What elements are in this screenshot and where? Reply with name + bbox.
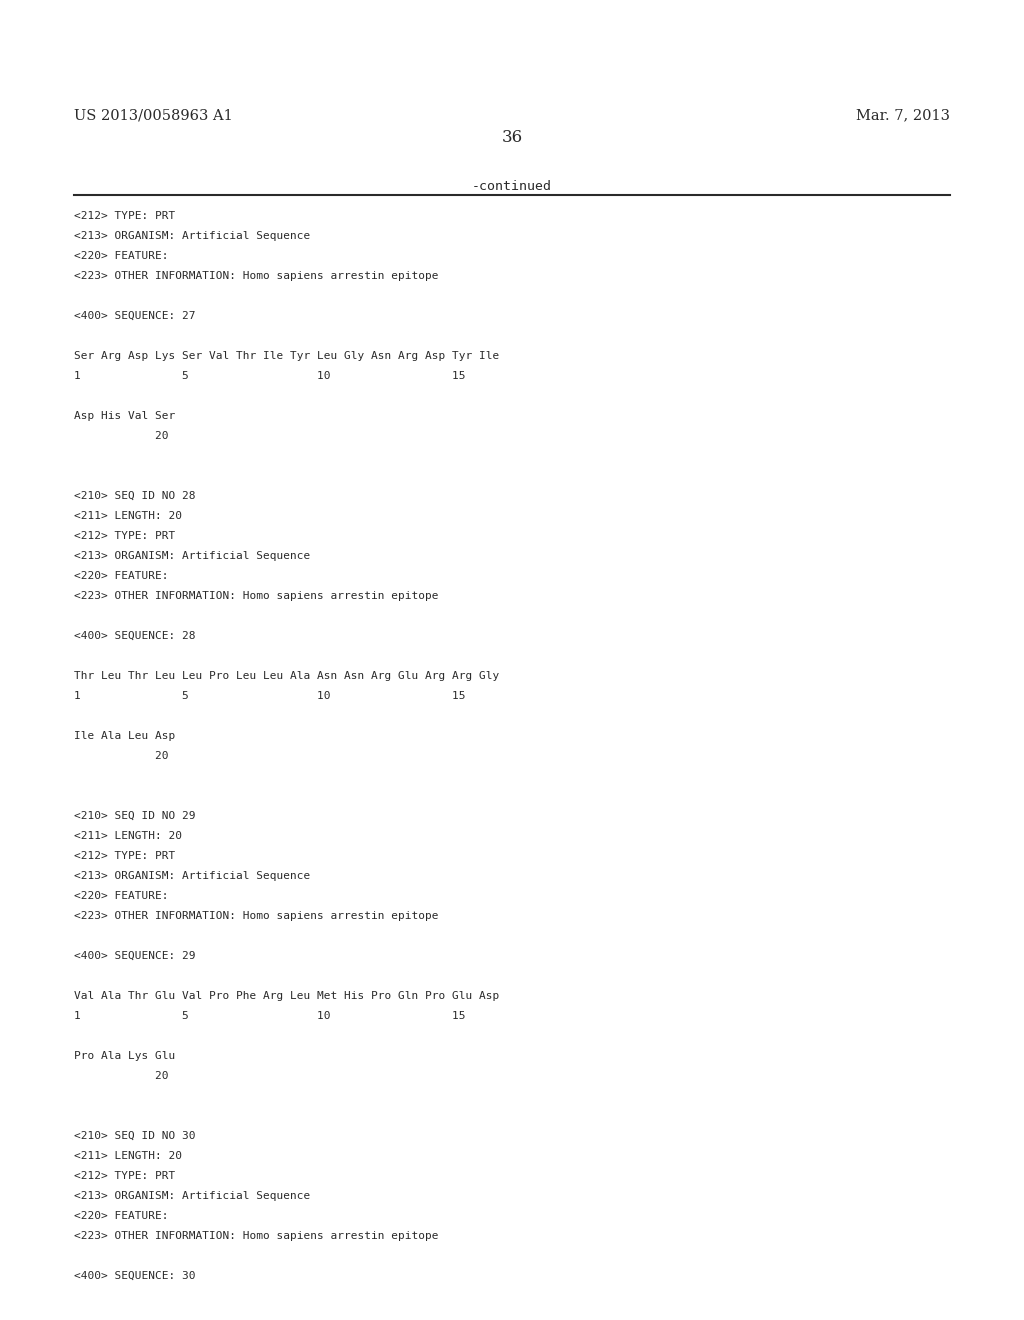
- Text: <212> TYPE: PRT: <212> TYPE: PRT: [74, 851, 175, 861]
- Text: Ile Ala Leu Asp: Ile Ala Leu Asp: [74, 731, 175, 741]
- Text: <400> SEQUENCE: 28: <400> SEQUENCE: 28: [74, 631, 196, 642]
- Text: <220> FEATURE:: <220> FEATURE:: [74, 891, 168, 902]
- Text: <220> FEATURE:: <220> FEATURE:: [74, 251, 168, 261]
- Text: <212> TYPE: PRT: <212> TYPE: PRT: [74, 531, 175, 541]
- Text: <223> OTHER INFORMATION: Homo sapiens arrestin epitope: <223> OTHER INFORMATION: Homo sapiens ar…: [74, 1232, 438, 1241]
- Text: Ser Arg Asp Lys Ser Val Thr Ile Tyr Leu Gly Asn Arg Asp Tyr Ile: Ser Arg Asp Lys Ser Val Thr Ile Tyr Leu …: [74, 351, 499, 362]
- Text: <211> LENGTH: 20: <211> LENGTH: 20: [74, 511, 181, 521]
- Text: Thr Leu Thr Leu Leu Pro Leu Leu Ala Asn Asn Arg Glu Arg Arg Gly: Thr Leu Thr Leu Leu Pro Leu Leu Ala Asn …: [74, 671, 499, 681]
- Text: <210> SEQ ID NO 28: <210> SEQ ID NO 28: [74, 491, 196, 502]
- Text: 36: 36: [502, 129, 522, 147]
- Text: 1               5                   10                  15: 1 5 10 15: [74, 692, 465, 701]
- Text: <400> SEQUENCE: 30: <400> SEQUENCE: 30: [74, 1271, 196, 1282]
- Text: <400> SEQUENCE: 29: <400> SEQUENCE: 29: [74, 952, 196, 961]
- Text: <213> ORGANISM: Artificial Sequence: <213> ORGANISM: Artificial Sequence: [74, 871, 310, 882]
- Text: 20: 20: [74, 751, 168, 762]
- Text: -continued: -continued: [472, 180, 552, 193]
- Text: <212> TYPE: PRT: <212> TYPE: PRT: [74, 1171, 175, 1181]
- Text: <211> LENGTH: 20: <211> LENGTH: 20: [74, 1151, 181, 1162]
- Text: 20: 20: [74, 432, 168, 441]
- Text: US 2013/0058963 A1: US 2013/0058963 A1: [74, 108, 232, 123]
- Text: <213> ORGANISM: Artificial Sequence: <213> ORGANISM: Artificial Sequence: [74, 1191, 310, 1201]
- Text: <211> LENGTH: 20: <211> LENGTH: 20: [74, 832, 181, 841]
- Text: Mar. 7, 2013: Mar. 7, 2013: [856, 108, 950, 123]
- Text: <223> OTHER INFORMATION: Homo sapiens arrestin epitope: <223> OTHER INFORMATION: Homo sapiens ar…: [74, 911, 438, 921]
- Text: 1               5                   10                  15: 1 5 10 15: [74, 371, 465, 381]
- Text: Pro Ala Lys Glu: Pro Ala Lys Glu: [74, 1051, 175, 1061]
- Text: <220> FEATURE:: <220> FEATURE:: [74, 1212, 168, 1221]
- Text: <213> ORGANISM: Artificial Sequence: <213> ORGANISM: Artificial Sequence: [74, 231, 310, 242]
- Text: <220> FEATURE:: <220> FEATURE:: [74, 572, 168, 581]
- Text: <210> SEQ ID NO 29: <210> SEQ ID NO 29: [74, 810, 196, 821]
- Text: Val Ala Thr Glu Val Pro Phe Arg Leu Met His Pro Gln Pro Glu Asp: Val Ala Thr Glu Val Pro Phe Arg Leu Met …: [74, 991, 499, 1001]
- Text: <223> OTHER INFORMATION: Homo sapiens arrestin epitope: <223> OTHER INFORMATION: Homo sapiens ar…: [74, 591, 438, 601]
- Text: <213> ORGANISM: Artificial Sequence: <213> ORGANISM: Artificial Sequence: [74, 552, 310, 561]
- Text: <210> SEQ ID NO 30: <210> SEQ ID NO 30: [74, 1131, 196, 1140]
- Text: Asp His Val Ser: Asp His Val Ser: [74, 412, 175, 421]
- Text: <223> OTHER INFORMATION: Homo sapiens arrestin epitope: <223> OTHER INFORMATION: Homo sapiens ar…: [74, 271, 438, 281]
- Text: <400> SEQUENCE: 27: <400> SEQUENCE: 27: [74, 312, 196, 321]
- Text: 1               5                   10                  15: 1 5 10 15: [74, 1011, 465, 1022]
- Text: 20: 20: [74, 1071, 168, 1081]
- Text: <212> TYPE: PRT: <212> TYPE: PRT: [74, 211, 175, 222]
